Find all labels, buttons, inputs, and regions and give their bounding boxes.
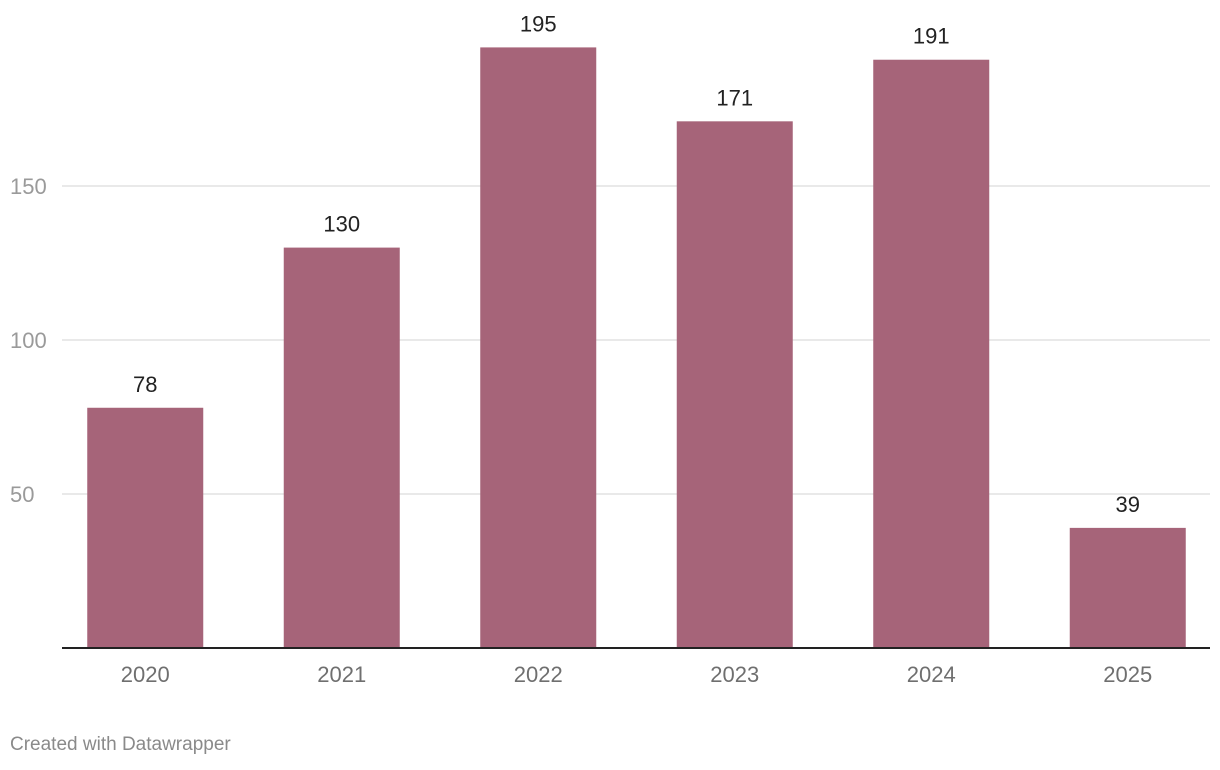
bar-2023 bbox=[676, 121, 793, 648]
x-tick-label-2025: 2025 bbox=[1103, 662, 1152, 687]
bar-2022 bbox=[480, 47, 597, 648]
data-label-2021: 130 bbox=[323, 212, 360, 237]
y-tick-label: 50 bbox=[10, 482, 34, 507]
data-label-2022: 195 bbox=[520, 11, 557, 36]
gridlines bbox=[62, 185, 1210, 495]
data-label-2025: 39 bbox=[1116, 492, 1140, 517]
bar-2021 bbox=[283, 247, 400, 648]
x-tick-label-2020: 2020 bbox=[121, 662, 170, 687]
data-label-2024: 191 bbox=[913, 24, 950, 49]
bar-2025 bbox=[1069, 527, 1186, 648]
x-tick-label-2024: 2024 bbox=[907, 662, 956, 687]
y-tick-label: 100 bbox=[10, 328, 47, 353]
x-tick-label-2023: 2023 bbox=[710, 662, 759, 687]
bar-2024 bbox=[873, 59, 990, 649]
y-tick-label: 150 bbox=[10, 174, 47, 199]
x-tick-label-2021: 2021 bbox=[317, 662, 366, 687]
y-axis-ticks: 50 100 150 bbox=[10, 174, 47, 507]
x-tick-label-2022: 2022 bbox=[514, 662, 563, 687]
data-label-2020: 78 bbox=[133, 372, 157, 397]
x-axis-ticks: 2020 2021 2022 2023 2024 2025 bbox=[121, 662, 1152, 687]
data-label-2023: 171 bbox=[716, 85, 753, 110]
bars bbox=[87, 47, 1186, 649]
credit-text: Created with Datawrapper bbox=[10, 734, 231, 755]
data-labels: 78 130 195 171 191 39 bbox=[133, 11, 1140, 516]
bar-2020 bbox=[87, 407, 204, 648]
